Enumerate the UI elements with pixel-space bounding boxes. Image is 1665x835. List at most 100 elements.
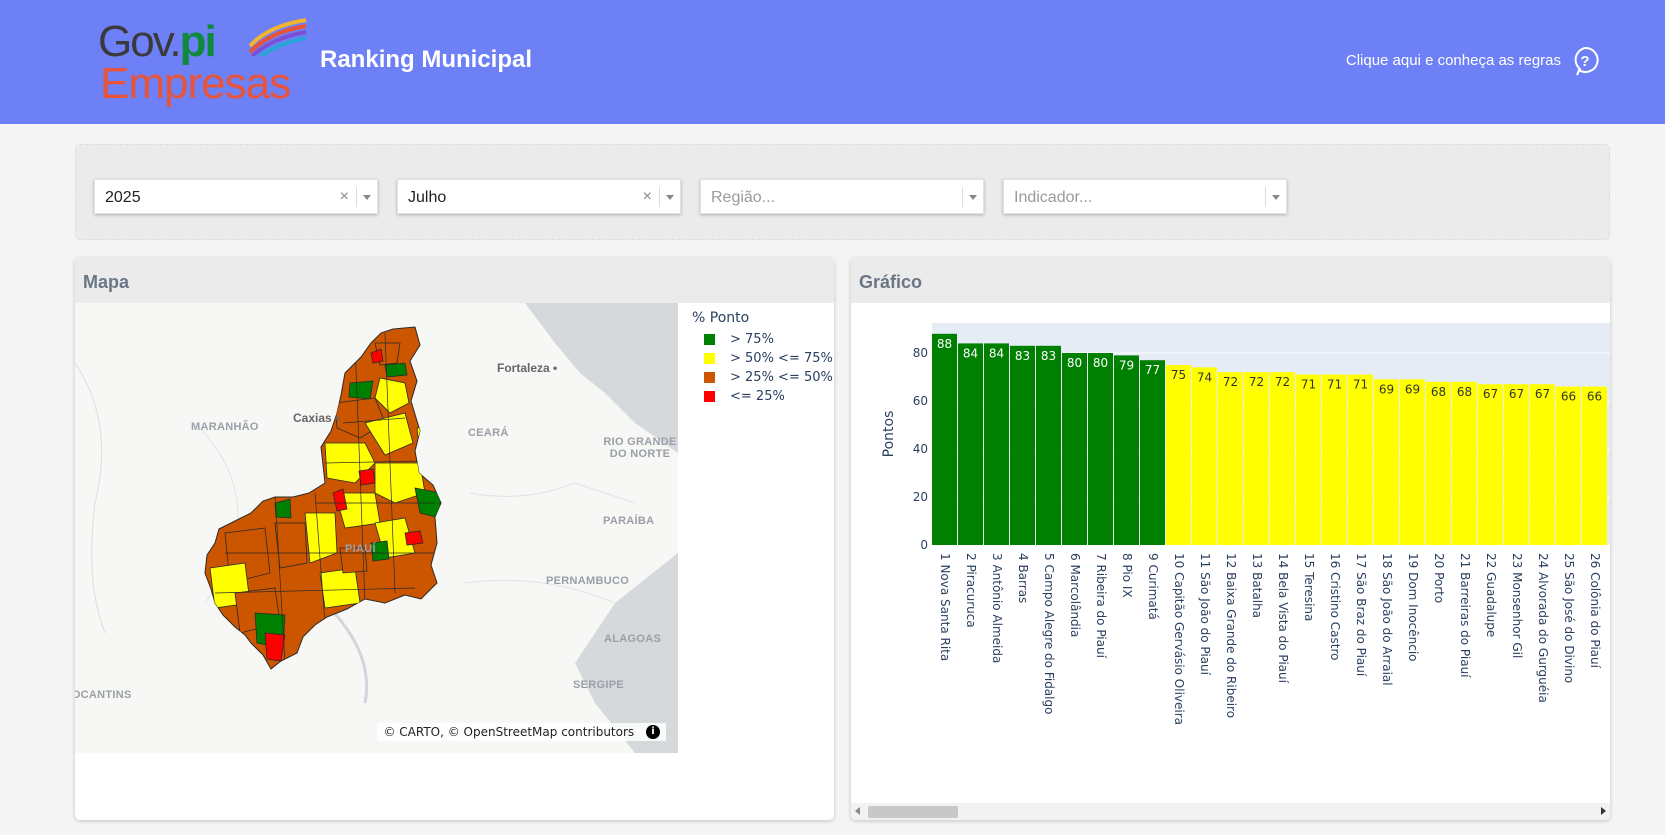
bar-value-label: 67	[1509, 387, 1524, 401]
chevron-down-icon[interactable]	[969, 195, 977, 200]
bar	[1374, 379, 1399, 545]
y-tick-label: 60	[913, 394, 928, 408]
chevron-down-icon[interactable]	[363, 195, 371, 200]
bar	[1114, 355, 1139, 545]
bar	[1478, 384, 1503, 545]
chevron-down-icon[interactable]	[666, 195, 674, 200]
bar	[1166, 365, 1191, 545]
x-tick-label: 14 Bela Vista do Piauí	[1276, 553, 1290, 684]
chevron-down-icon[interactable]	[1272, 195, 1280, 200]
bar-value-label: 80	[1093, 356, 1108, 370]
place-label: MARANHÃO	[191, 421, 259, 433]
x-tick-label: 22 Guadalupe	[1484, 553, 1498, 637]
bar	[1348, 374, 1373, 545]
select-divider	[659, 187, 660, 207]
bar-value-label: 84	[963, 346, 978, 360]
year-select-value: 2025	[105, 189, 141, 206]
bar	[1452, 381, 1477, 545]
indicator-select[interactable]: Indicador...	[1003, 179, 1287, 214]
choropleth-map[interactable]: MARANHÃO CEARÁ RIO GRANDE DO NORTE PARAÍ…	[75, 303, 678, 753]
place-label: PIAUÍ	[345, 543, 376, 555]
bar-value-label: 75	[1171, 368, 1186, 382]
legend-item[interactable]: > 25% <= 50%	[692, 368, 833, 387]
bar	[932, 333, 957, 545]
legend-item[interactable]: <= 25%	[692, 387, 833, 406]
x-tick-label: 10 Capitão Gervásio Oliveira	[1172, 553, 1186, 725]
clear-icon[interactable]: ×	[339, 188, 349, 205]
bar-value-label: 72	[1223, 375, 1238, 389]
legend-swatch	[704, 391, 715, 402]
map-card-title: Mapa	[83, 272, 130, 292]
x-tick-label: 2 Piracuruca	[964, 553, 978, 628]
bar-value-label: 88	[937, 337, 952, 351]
bar-value-label: 77	[1145, 363, 1160, 377]
place-label: PERNAMBUCO	[546, 575, 630, 587]
month-select-value: Julho	[408, 189, 447, 206]
bar-value-label: 69	[1405, 382, 1420, 396]
bar	[1426, 381, 1451, 545]
region-select[interactable]: Região...	[700, 179, 984, 214]
x-tick-label: 5 Campo Alegre do Fidalgo	[1042, 553, 1056, 714]
rules-link[interactable]: Clique aqui e conheça as regras	[1345, 52, 1561, 69]
bar	[1244, 372, 1269, 545]
y-tick-label: 0	[920, 538, 928, 552]
select-divider	[962, 187, 963, 207]
govpi-empresas-logo[interactable]: Gov.pi Empresas	[98, 14, 308, 110]
x-tick-label: 6 Marcolândia	[1068, 553, 1082, 637]
bar	[1270, 372, 1295, 545]
y-tick-label: 20	[913, 490, 928, 504]
place-label: RIO GRANDE DO NORTE	[603, 436, 677, 460]
bar	[1322, 374, 1347, 545]
x-tick-label: 19 Dom Inocêncio	[1406, 553, 1420, 662]
year-select[interactable]: 2025 ×	[94, 179, 378, 214]
x-tick-label: 18 São João do Arraial	[1380, 553, 1394, 686]
bar-value-label: 68	[1457, 385, 1472, 399]
map-legend: % Ponto > 75% > 50% <= 75% > 25% <= 50% …	[692, 310, 833, 406]
scroll-thumb[interactable]	[868, 806, 958, 818]
y-axis-label: Pontos	[881, 411, 897, 458]
x-tick-label: 26 Colônia do Piauí	[1588, 553, 1602, 669]
legend-title: % Ponto	[692, 310, 750, 326]
bar-value-label: 66	[1561, 390, 1576, 404]
bar	[1400, 379, 1425, 545]
bar-value-label: 67	[1535, 387, 1550, 401]
month-select[interactable]: Julho ×	[397, 179, 681, 214]
bar	[1296, 374, 1321, 545]
bar	[1062, 353, 1087, 545]
bar-chart[interactable]: 0 20 40 60 80 Pontos 88 1 Nova Santa Rita 84 2 Pi…	[851, 303, 1610, 803]
question-circle-icon[interactable]: ?	[1571, 46, 1599, 76]
chart-scrollbar[interactable]	[851, 803, 1610, 820]
place-label: TOCANTINS	[75, 689, 132, 701]
place-label: PARAÍBA	[603, 515, 655, 527]
place-label: CEARÁ	[468, 427, 509, 439]
x-tick-label: 25 São José do Divino	[1562, 553, 1576, 683]
scroll-right-icon[interactable]	[1601, 807, 1606, 815]
bar-value-label: 71	[1301, 378, 1316, 392]
bar	[1036, 345, 1061, 545]
x-tick-label: 15 Teresina	[1302, 553, 1316, 621]
x-tick-label: 1 Nova Santa Rita	[938, 553, 952, 661]
bar-value-label: 71	[1353, 378, 1368, 392]
scroll-left-icon[interactable]	[855, 807, 860, 815]
bar-value-label: 66	[1587, 390, 1602, 404]
place-label: ALAGOAS	[604, 633, 662, 645]
x-tick-label: 11 São João do Piauí	[1198, 553, 1212, 676]
bar	[1530, 384, 1555, 545]
map-card-header: Mapa	[75, 258, 834, 303]
bar	[1010, 345, 1035, 545]
bar-value-label: 80	[1067, 356, 1082, 370]
legend-swatch	[704, 372, 715, 383]
clear-icon[interactable]: ×	[642, 188, 652, 205]
info-icon[interactable]: i	[646, 725, 660, 739]
chart-card-header: Gráfico	[851, 258, 1610, 303]
map-attribution: © CARTO, © OpenStreetMap contributors i	[377, 722, 666, 741]
y-tick-label: 80	[913, 346, 928, 360]
bar	[1140, 360, 1165, 545]
legend-item[interactable]: > 50% <= 75%	[692, 349, 833, 368]
logo-gov-text: Gov.pi	[98, 17, 217, 66]
bar	[1218, 372, 1243, 545]
legend-item[interactable]: > 75%	[692, 330, 833, 349]
chart-card-title: Gráfico	[859, 272, 923, 292]
place-label: SERGIPE	[573, 679, 625, 691]
x-tick-label: 4 Barras	[1016, 553, 1030, 603]
